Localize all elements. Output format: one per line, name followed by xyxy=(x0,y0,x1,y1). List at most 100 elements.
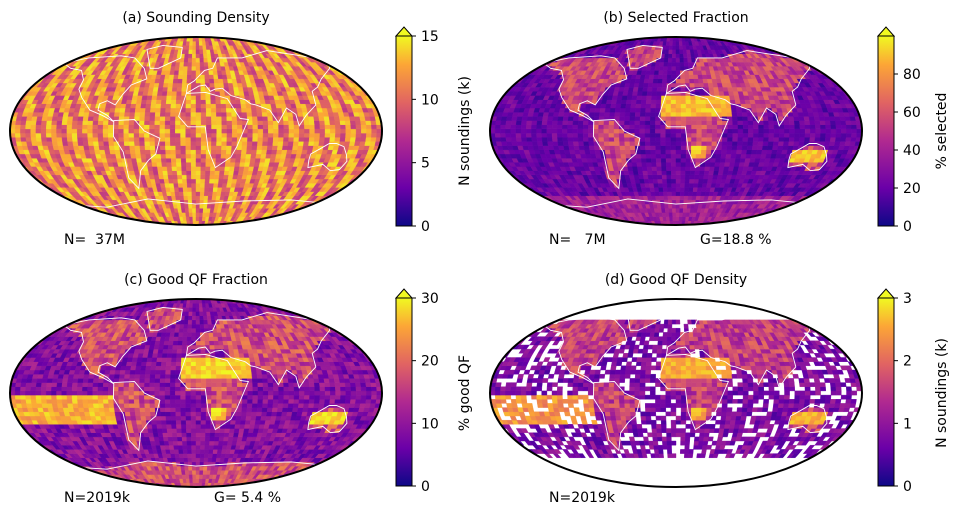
map-cell xyxy=(679,191,685,197)
map-cell xyxy=(314,132,321,138)
map-cell xyxy=(180,149,187,155)
map-cell xyxy=(176,170,183,176)
map-cell xyxy=(51,61,62,67)
map-cell xyxy=(737,141,744,146)
map-cell xyxy=(695,149,702,155)
map-cell xyxy=(186,78,192,84)
map-cell xyxy=(536,199,547,205)
map-cell xyxy=(292,220,306,225)
map-cell xyxy=(298,212,309,217)
map-cell xyxy=(276,145,284,151)
map-cell xyxy=(184,49,190,54)
map-cell xyxy=(140,153,147,159)
map-cell xyxy=(172,78,179,84)
map-cell xyxy=(195,174,201,180)
map-cell xyxy=(252,220,263,225)
map-cell xyxy=(187,191,193,197)
map-cell xyxy=(295,41,307,46)
map-cell xyxy=(239,157,247,163)
map-cell xyxy=(820,132,827,138)
map-cell xyxy=(709,162,716,167)
map-cell xyxy=(252,137,259,142)
map-cell xyxy=(652,174,658,180)
map-cell xyxy=(107,124,114,130)
map-cell xyxy=(77,120,84,125)
map-cell xyxy=(695,153,702,159)
map-cell xyxy=(200,137,207,142)
map-cell xyxy=(69,53,80,59)
map-cell xyxy=(515,132,522,138)
map-cell xyxy=(693,178,700,184)
map-cell xyxy=(732,220,743,225)
map-cell xyxy=(751,145,759,151)
map-cell xyxy=(557,128,563,134)
map-cell xyxy=(208,70,214,75)
map-cell xyxy=(190,141,197,146)
map-cell xyxy=(724,157,731,163)
map-cell xyxy=(645,149,652,155)
map-cell xyxy=(183,65,189,71)
map-cell xyxy=(78,41,91,46)
map-cell xyxy=(72,116,79,121)
map-cell xyxy=(168,178,174,184)
map-cell xyxy=(185,128,192,134)
map-cell xyxy=(297,111,304,117)
map-cell xyxy=(90,45,101,50)
map-cell xyxy=(205,99,212,105)
map-cell xyxy=(220,99,227,105)
map-cell xyxy=(71,137,79,142)
map-cell xyxy=(190,157,197,163)
map-cell xyxy=(102,137,109,142)
map-cell xyxy=(190,153,197,159)
map-cell xyxy=(287,145,294,151)
map-cell xyxy=(203,195,209,201)
map-cell xyxy=(810,195,821,201)
map-cell xyxy=(226,116,233,121)
map-cell xyxy=(697,182,704,188)
map-cell xyxy=(650,124,656,130)
map-cell xyxy=(203,203,208,209)
map-cell xyxy=(289,37,303,42)
map-cell xyxy=(696,141,702,146)
map-cell xyxy=(183,195,189,201)
map-cell xyxy=(62,141,69,146)
map-cell xyxy=(171,170,178,176)
map-cell xyxy=(700,149,707,155)
map-cell xyxy=(671,166,677,171)
map-cell xyxy=(563,145,570,151)
map-cell xyxy=(283,120,290,125)
map-cell xyxy=(216,124,223,130)
map-cell xyxy=(766,149,773,155)
map-cell xyxy=(743,220,755,225)
map-cell xyxy=(694,170,701,176)
map-cell xyxy=(819,137,826,142)
map-cell xyxy=(167,82,174,88)
map-cell xyxy=(319,132,326,138)
map-cell xyxy=(226,141,233,146)
map-cell xyxy=(98,116,105,121)
map-cell xyxy=(144,111,151,117)
map-cell xyxy=(205,170,211,176)
map-cell xyxy=(309,132,316,138)
map-cell xyxy=(317,208,329,213)
map-cell xyxy=(573,220,586,225)
map-cell xyxy=(66,137,73,142)
map-cell xyxy=(252,128,259,134)
map-cell xyxy=(329,124,336,130)
map-cell xyxy=(778,212,789,217)
map-cell xyxy=(240,153,247,159)
map-cell xyxy=(195,166,202,171)
map-cell xyxy=(56,57,67,63)
map-cell xyxy=(308,212,320,217)
map-cell xyxy=(646,162,653,167)
map-cell xyxy=(262,132,269,138)
map-cell xyxy=(763,124,770,130)
map-cell xyxy=(134,141,141,146)
map-cell xyxy=(662,178,668,184)
map-cell xyxy=(154,124,161,130)
map-cell xyxy=(835,124,842,130)
map-cell xyxy=(629,137,636,142)
map-cell xyxy=(668,203,673,209)
map-cell xyxy=(748,128,754,134)
map-cell xyxy=(167,174,174,180)
